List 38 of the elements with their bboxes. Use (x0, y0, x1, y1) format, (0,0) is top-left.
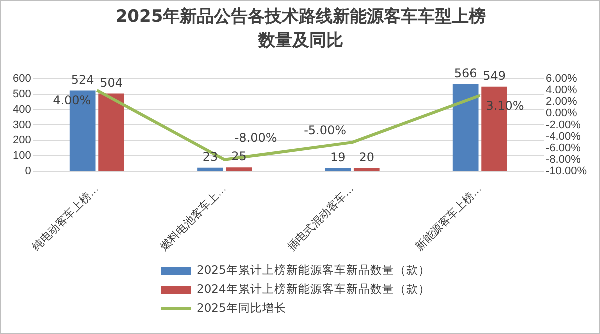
y2-tick-label: -10.00% (546, 165, 588, 178)
y2-tick-label: -4.00% (546, 130, 582, 143)
legend-label: 2025年累计上榜新能源客车新品数量（款） (197, 263, 430, 278)
y2-tick-label: 6.00% (546, 73, 578, 86)
y-tick-label: 300 (12, 119, 32, 132)
y-tick-label: 100 (12, 150, 32, 162)
legend-label: 2025年同比增长 (197, 301, 286, 316)
data-label: -5.00% (304, 124, 347, 138)
data-label: 504 (100, 76, 124, 90)
y2-tick-label: -8.00% (546, 154, 582, 166)
bar (98, 94, 124, 171)
y2-tick-label: 2.00% (546, 96, 578, 108)
y-tick-label: 500 (12, 88, 32, 100)
y2-tick-label: 0.00% (546, 108, 578, 120)
x-tick-label: 纯电动客车上榜… (30, 182, 102, 254)
bar (226, 168, 252, 171)
x-tick-label: 燃料电池客车上… (158, 182, 230, 254)
data-label: 19 (330, 150, 346, 165)
y2-tick-label: -6.00% (546, 142, 582, 154)
data-label: 20 (359, 150, 375, 164)
data-label: -8.00% (234, 131, 278, 146)
x-tick-label: 新能源客车上榜… (413, 182, 484, 254)
y2-tick-label: -2.00% (546, 119, 582, 132)
y-tick-label: 200 (12, 134, 32, 147)
x-tick-label: 插电式混动客车… (285, 182, 357, 254)
y-tick-label: 0 (25, 165, 32, 178)
legend-label: 2024年累计上榜新能源客车新品数量（款） (197, 282, 430, 297)
data-label: 23 (202, 150, 218, 164)
data-label: 549 (483, 68, 506, 83)
bar (354, 168, 380, 171)
bar (198, 168, 224, 171)
y-tick-label: 600 (12, 73, 32, 86)
y2-tick-label: 4.00% (546, 84, 578, 97)
bar (452, 84, 479, 171)
data-label: 566 (454, 66, 478, 80)
data-label: 524 (71, 72, 94, 87)
y-tick-label: 400 (12, 104, 32, 116)
chart-title: 2025年新品公告各技术路线新能源客车车型上榜数量及同比 (114, 6, 488, 53)
